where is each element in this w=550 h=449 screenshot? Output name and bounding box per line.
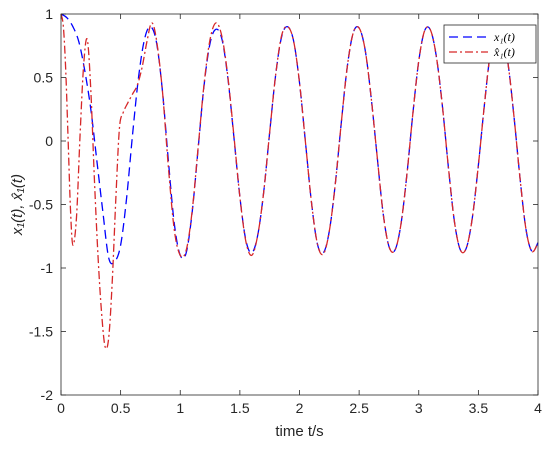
legend-label-2: x̂₁(t) [493, 45, 515, 59]
x-tick-label: 0 [57, 400, 65, 416]
y-tick-label: 0.5 [34, 70, 54, 86]
y-tick-label: -1 [41, 260, 54, 276]
x-tick-label: 2.5 [349, 400, 369, 416]
x-tick-label: 3 [415, 400, 423, 416]
y-tick-label: 0 [45, 133, 53, 149]
legend: x₁(t)x̂₁(t) [443, 24, 537, 64]
x-tick-label: 2 [296, 400, 304, 416]
x-tick-label: 3.5 [469, 400, 489, 416]
series-line-1 [60, 13, 539, 265]
legend-label-1: x₁(t) [493, 30, 515, 44]
x-tick-label: 1 [176, 400, 184, 416]
x-axis-ticks: 0 0.5 1 1.5 2 2.5 3 3.5 4 [57, 14, 542, 416]
y-tick-label: -1.5 [29, 324, 53, 340]
series-line-2 [60, 13, 539, 350]
y-tick-label: -0.5 [29, 197, 53, 213]
y-tick-label: -2 [41, 387, 54, 403]
x-axis-title: time t/s [275, 423, 323, 440]
y-axis-title: x₁(t), x̂₁(t) [9, 174, 26, 236]
legend-box [443, 24, 537, 64]
series-layer [60, 13, 539, 350]
x-tick-label: 0.5 [111, 400, 131, 416]
x-tick-label: 1.5 [230, 400, 250, 416]
x-tick-label: 4 [534, 400, 542, 416]
y-axis-ticks: -2 -1.5 -1 -0.5 0 0.5 1 [29, 6, 538, 403]
y-tick-label: 1 [45, 6, 53, 22]
